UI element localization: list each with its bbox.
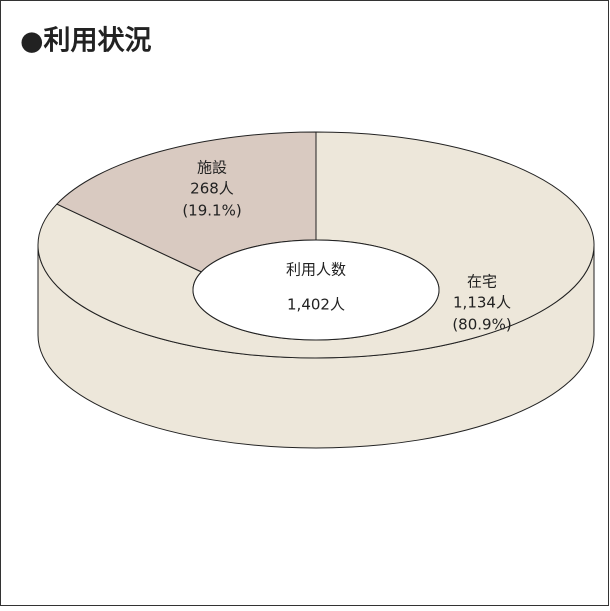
value-label: 268人 xyxy=(190,180,234,198)
chart-title: ●利用状況 xyxy=(20,26,152,57)
percent-label: (80.9%) xyxy=(452,316,511,334)
percent-label: (19.1%) xyxy=(182,202,241,220)
slice-label: 在宅 xyxy=(467,273,497,291)
center-label: 利用人数 xyxy=(286,261,346,279)
value-label: 1,134人 xyxy=(453,294,511,312)
slice-label: 施設 xyxy=(197,159,227,177)
donut-hole xyxy=(192,239,440,341)
center-label: 1,402人 xyxy=(287,296,345,314)
